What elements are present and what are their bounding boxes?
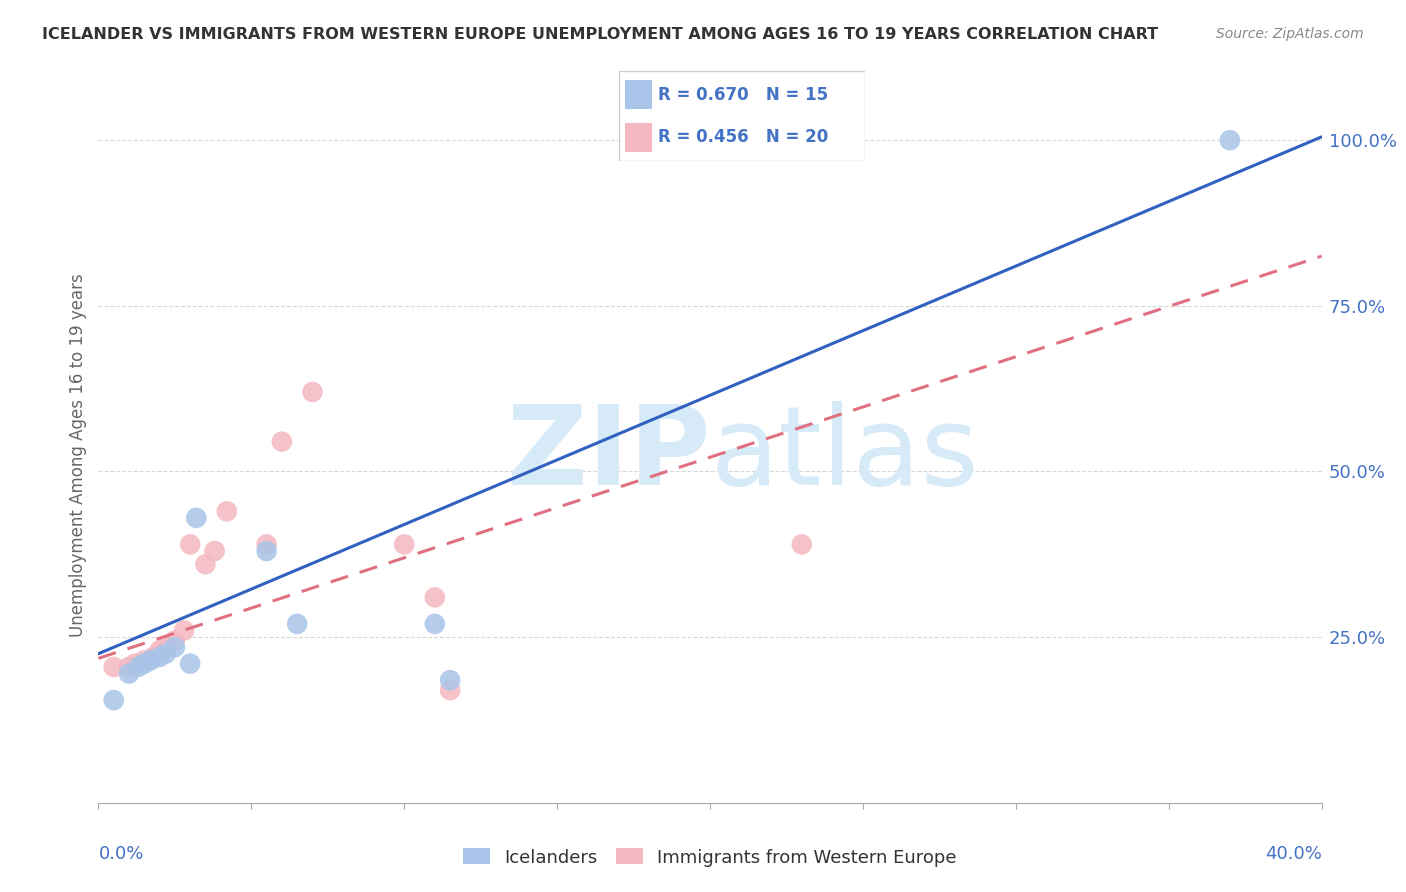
- Point: [256, 544, 278, 558]
- Point: [301, 384, 323, 399]
- Point: [127, 660, 149, 674]
- Legend: Icelanders, Immigrants from Western Europe: Icelanders, Immigrants from Western Euro…: [456, 841, 965, 874]
- Point: [439, 683, 461, 698]
- Point: [204, 544, 226, 558]
- Point: [186, 511, 208, 525]
- Point: [118, 666, 141, 681]
- Point: [423, 616, 446, 631]
- Point: [1219, 133, 1241, 147]
- Point: [256, 537, 278, 551]
- Y-axis label: Unemployment Among Ages 16 to 19 years: Unemployment Among Ages 16 to 19 years: [69, 273, 87, 637]
- Bar: [624, 123, 652, 152]
- FancyBboxPatch shape: [619, 71, 865, 161]
- Point: [285, 616, 308, 631]
- Text: 40.0%: 40.0%: [1265, 845, 1322, 863]
- Point: [134, 657, 156, 671]
- Point: [790, 537, 813, 551]
- Point: [173, 624, 195, 638]
- Text: R = 0.456   N = 20: R = 0.456 N = 20: [658, 128, 828, 146]
- Text: ICELANDER VS IMMIGRANTS FROM WESTERN EUROPE UNEMPLOYMENT AMONG AGES 16 TO 19 YEA: ICELANDER VS IMMIGRANTS FROM WESTERN EUR…: [42, 27, 1159, 42]
- Point: [155, 647, 177, 661]
- Point: [392, 537, 416, 551]
- Point: [439, 673, 461, 688]
- Point: [118, 660, 141, 674]
- Point: [124, 657, 146, 671]
- Point: [179, 657, 201, 671]
- Text: 0.0%: 0.0%: [98, 845, 143, 863]
- Point: [155, 640, 177, 654]
- Text: Source: ZipAtlas.com: Source: ZipAtlas.com: [1216, 27, 1364, 41]
- Point: [194, 558, 217, 572]
- Point: [215, 504, 238, 518]
- Point: [179, 537, 201, 551]
- Point: [423, 591, 446, 605]
- Text: R = 0.670   N = 15: R = 0.670 N = 15: [658, 86, 828, 103]
- Bar: [624, 80, 652, 109]
- Point: [149, 650, 172, 665]
- Point: [139, 653, 162, 667]
- Point: [134, 653, 156, 667]
- Text: atlas: atlas: [710, 401, 979, 508]
- Point: [163, 633, 186, 648]
- Point: [142, 650, 165, 665]
- Point: [103, 660, 125, 674]
- Point: [149, 643, 172, 657]
- Point: [270, 434, 292, 449]
- Point: [163, 640, 186, 654]
- Text: ZIP: ZIP: [506, 401, 710, 508]
- Point: [103, 693, 125, 707]
